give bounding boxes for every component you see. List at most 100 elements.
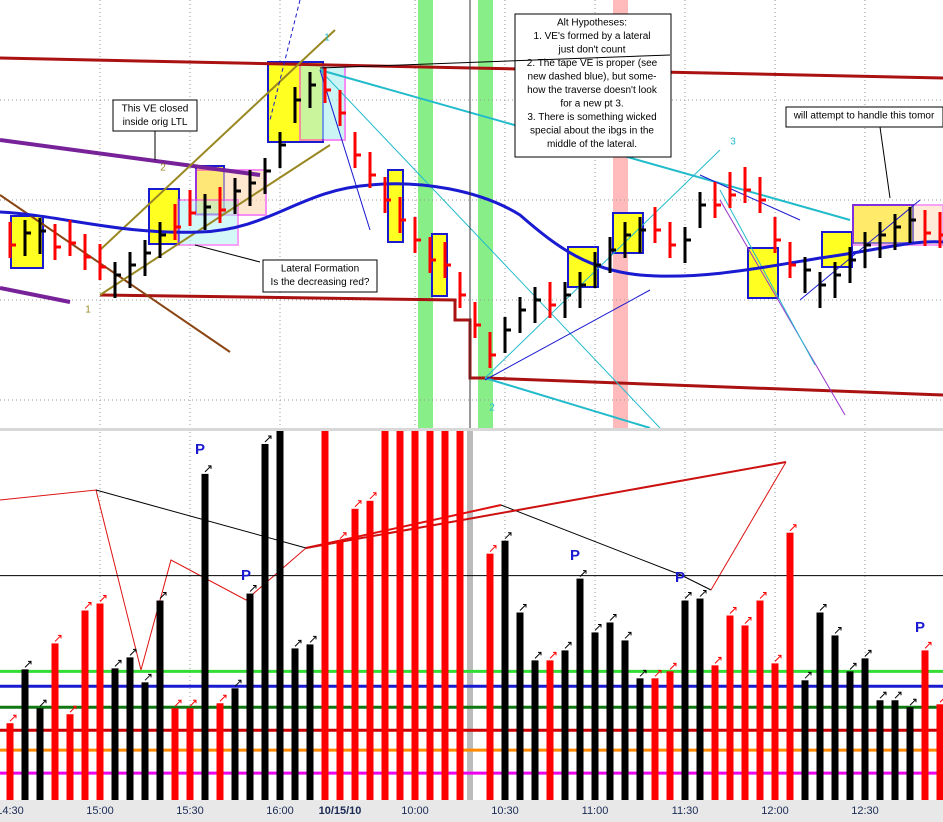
volume-bar <box>861 658 869 800</box>
volume-bar <box>441 431 449 800</box>
volume-bar <box>36 708 44 800</box>
bar-flag <box>729 607 737 614</box>
highlight-band <box>478 0 493 428</box>
bar-flag <box>114 659 122 667</box>
volume-bar <box>351 508 359 800</box>
volume-bar <box>606 622 614 800</box>
indicator-line <box>500 504 712 591</box>
grid <box>0 0 943 800</box>
bar-flag <box>819 604 827 611</box>
x-tick-label: 11:00 <box>582 805 609 817</box>
x-axis-band <box>0 800 943 822</box>
bar-flag <box>894 691 902 699</box>
bar-flag <box>264 435 272 443</box>
bar-flag <box>684 592 692 599</box>
bar-flag <box>234 679 242 687</box>
p-marker: P <box>570 547 580 564</box>
volume-bar <box>81 610 89 800</box>
bar-flag <box>24 660 32 668</box>
bar-flag <box>579 570 587 577</box>
bar-flag <box>714 656 722 664</box>
x-tick-label: 10:30 <box>491 805 519 817</box>
bar-flag <box>129 648 137 656</box>
bar-flag <box>564 641 572 649</box>
bar-flag <box>549 651 557 659</box>
x-tick-label: 12:00 <box>761 805 789 817</box>
volume-bar <box>591 632 599 800</box>
note-text: new dashed blue), but some- <box>528 72 657 83</box>
volume-bar <box>801 680 809 800</box>
bar-flag <box>759 592 767 599</box>
volume-bar <box>456 431 464 800</box>
bar-flag <box>309 635 317 643</box>
bar-flag <box>519 604 527 611</box>
volume-bar <box>561 650 569 800</box>
note-box <box>514 13 672 158</box>
bar-flag <box>639 669 647 677</box>
note-text: how the traverse doesn't look <box>527 85 658 96</box>
volume-bar <box>711 665 719 800</box>
bar-flag <box>849 662 857 670</box>
volume-bar <box>576 578 584 800</box>
p-marker: P <box>915 619 925 636</box>
bar-flag <box>249 585 257 592</box>
volume-bar <box>231 688 239 800</box>
volume-bar <box>831 635 839 800</box>
formation-box <box>852 204 943 246</box>
volume-bar <box>111 668 119 800</box>
bar-flag <box>84 602 92 609</box>
volume-bar <box>681 600 689 800</box>
session-divider <box>467 431 473 800</box>
x-tick-label: 12:30 <box>851 805 879 817</box>
wave-label: 1 <box>324 33 330 44</box>
bar-flag <box>834 626 842 634</box>
p-marker: P <box>195 441 205 458</box>
note-text: 3. There is something wicked <box>527 112 656 123</box>
bar-flag <box>504 532 512 540</box>
note-box <box>785 106 943 128</box>
volume-bar <box>771 663 779 800</box>
x-tick-label: 14:30 <box>0 805 24 817</box>
panel-divider <box>0 428 943 431</box>
bar-flag <box>294 639 302 647</box>
bar-flag <box>654 669 662 677</box>
bar-flag <box>534 651 542 659</box>
volume-bar <box>366 500 374 800</box>
volume-bar <box>876 700 884 800</box>
volume-bar <box>21 669 29 800</box>
bar-flag <box>939 695 943 703</box>
volume-bar <box>846 671 854 800</box>
x-tick-label: 15:30 <box>176 805 204 817</box>
note-text: Alt Hypotheses: <box>557 18 627 29</box>
bar-flag <box>864 649 872 657</box>
volume-bar <box>921 650 929 800</box>
wave-label: 2 <box>160 163 166 174</box>
volume-bar <box>186 708 194 800</box>
indicator-line <box>710 461 787 591</box>
note-text: middle of the lateral. <box>547 139 637 150</box>
volume-bar <box>546 660 554 800</box>
bar-flag <box>9 714 17 722</box>
bar-flag <box>804 671 812 679</box>
volume-bar <box>426 431 434 800</box>
volume-bar <box>816 612 824 800</box>
volume-bar <box>486 553 494 800</box>
volume-bar <box>891 700 899 800</box>
volume-bar <box>291 648 299 800</box>
note-text: just don't count <box>558 45 626 56</box>
trend-lines <box>0 0 943 429</box>
bar-flag <box>189 699 197 707</box>
volume-bar <box>696 598 704 800</box>
note-text: This VE closed <box>122 104 189 115</box>
note-arrow <box>319 54 671 69</box>
volume-bar <box>411 431 419 800</box>
volume-bar <box>96 603 104 800</box>
bar-flag <box>774 654 782 662</box>
volume-bar <box>741 625 749 800</box>
bar-flag <box>69 705 77 713</box>
volume-bar <box>216 703 224 800</box>
volume-bar <box>936 704 943 800</box>
volume-bar <box>651 678 659 800</box>
bar-flag <box>144 673 152 681</box>
